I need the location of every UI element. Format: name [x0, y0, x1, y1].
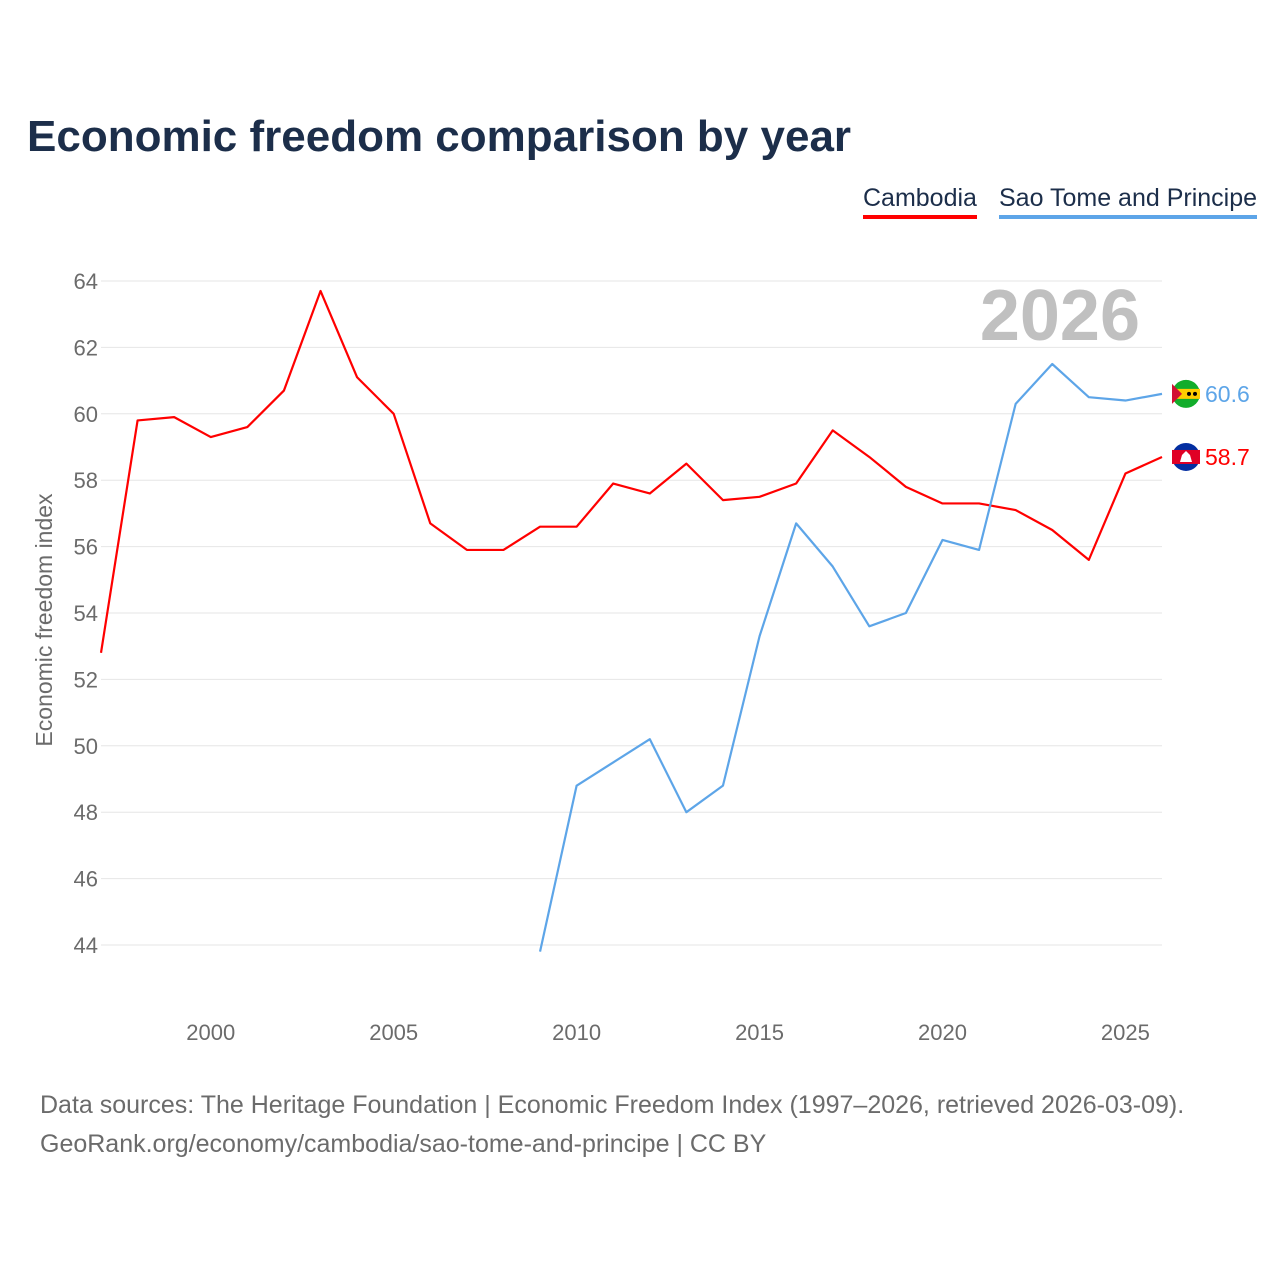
y-tick-label: 60 [74, 402, 98, 427]
source-note: Data sources: The Heritage Foundation | … [40, 1086, 1184, 1164]
y-tick-label: 50 [74, 734, 98, 759]
x-tick-label: 2020 [918, 1020, 967, 1045]
series-line-sao-tome[interactable] [538, 362, 1163, 952]
y-tick-label: 58 [74, 468, 98, 493]
y-tick-label: 48 [74, 800, 98, 825]
y-tick-label: 46 [74, 867, 98, 892]
legend-cambodia[interactable]: Cambodia [863, 184, 977, 219]
y-tick-label: 44 [74, 933, 98, 958]
end-value-label: 60.6 [1205, 381, 1250, 407]
legend-sao-tome[interactable]: Sao Tome and Principe [999, 184, 1258, 219]
sao-tome-flag-icon [1172, 379, 1200, 408]
x-tick-label: 2005 [369, 1020, 418, 1045]
series-line-cambodia[interactable] [99, 289, 1163, 654]
source-line-2[interactable]: GeoRank.org/economy/cambodia/sao-tome-an… [40, 1130, 767, 1158]
y-tick-label: 52 [74, 667, 98, 692]
x-tick-label: 2015 [735, 1020, 784, 1045]
y-tick-label: 56 [74, 535, 98, 560]
y-tick-label: 64 [74, 269, 98, 294]
cambodia-flag-icon [1172, 442, 1200, 471]
y-tick-label: 62 [74, 335, 98, 360]
year-watermark: 2026 [980, 276, 1140, 356]
line-chart: 44 46 48 50 52 54 56 58 60 62 64 2000 2005 2010 2015 20… [31, 269, 1250, 1045]
chart-title: Economic freedom comparison by year [27, 112, 852, 161]
x-tick-label: 2010 [552, 1020, 601, 1045]
y-tick-label: 54 [74, 601, 98, 626]
x-tick-label: 2000 [186, 1020, 235, 1045]
source-line-1: Data sources: The Heritage Foundation | … [40, 1091, 1185, 1119]
end-value-label: 58.7 [1205, 444, 1250, 470]
x-tick-label: 2025 [1101, 1020, 1150, 1045]
y-axis-label: Economic freedom index [31, 493, 57, 747]
